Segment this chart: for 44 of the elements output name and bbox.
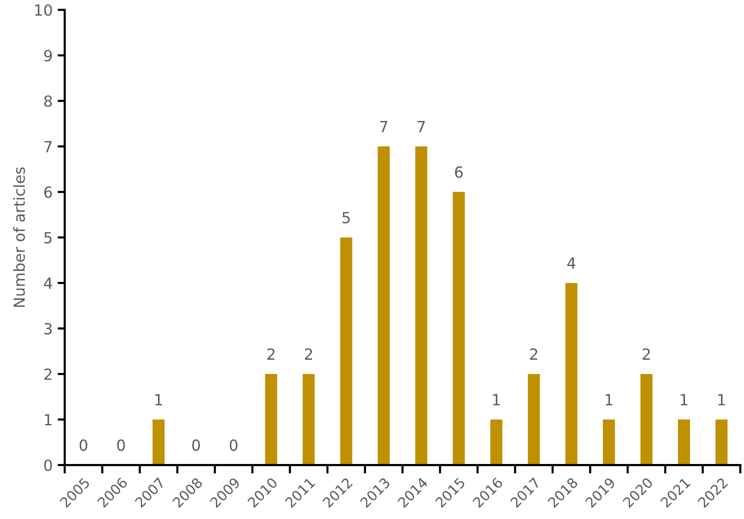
bar	[415, 146, 428, 466]
y-tick-label: 3	[44, 322, 52, 334]
bar	[716, 420, 728, 466]
y-tick-label: 5	[44, 232, 52, 244]
y-tick-label: 7	[44, 141, 52, 152]
bar	[340, 237, 352, 466]
bar	[152, 420, 165, 466]
data-label: 1	[606, 394, 612, 406]
bar	[490, 420, 502, 466]
bar	[678, 420, 690, 466]
data-label: 0	[80, 439, 88, 451]
data-label: 1	[155, 394, 162, 406]
data-label: 0	[230, 439, 238, 451]
data-label: 1	[680, 394, 688, 406]
data-label: 2	[642, 348, 650, 360]
data-label: 0	[117, 439, 125, 451]
data-label: 2	[530, 348, 538, 360]
bar	[302, 374, 315, 466]
data-label: 1	[718, 394, 725, 406]
bar	[565, 282, 578, 466]
data-label: 7	[380, 120, 388, 132]
data-label: 1	[493, 394, 500, 406]
y-axis-title: Number of articles	[13, 167, 25, 307]
y-tick-label: 6	[44, 186, 52, 198]
y-tick-label: 2	[44, 368, 52, 380]
bar	[378, 146, 390, 466]
y-tick-label: 0	[44, 459, 52, 472]
data-label: 0	[192, 439, 200, 451]
data-label: 4	[567, 258, 576, 269]
data-label: 2	[267, 348, 274, 360]
y-tick-label: 8	[44, 95, 52, 107]
bar	[640, 374, 652, 466]
data-label: 5	[342, 212, 350, 224]
y-tick-label: 1	[44, 414, 52, 426]
y-tick-label: 4	[44, 278, 52, 289]
bar	[528, 374, 540, 466]
data-label: 7	[418, 120, 425, 132]
bar	[602, 420, 615, 466]
y-tick-label: 9	[44, 50, 52, 62]
bar	[265, 374, 278, 466]
data-label: 6	[455, 166, 463, 178]
data-label: 2	[304, 348, 312, 360]
bar	[452, 192, 465, 466]
y-tick-label: 10	[35, 4, 52, 16]
